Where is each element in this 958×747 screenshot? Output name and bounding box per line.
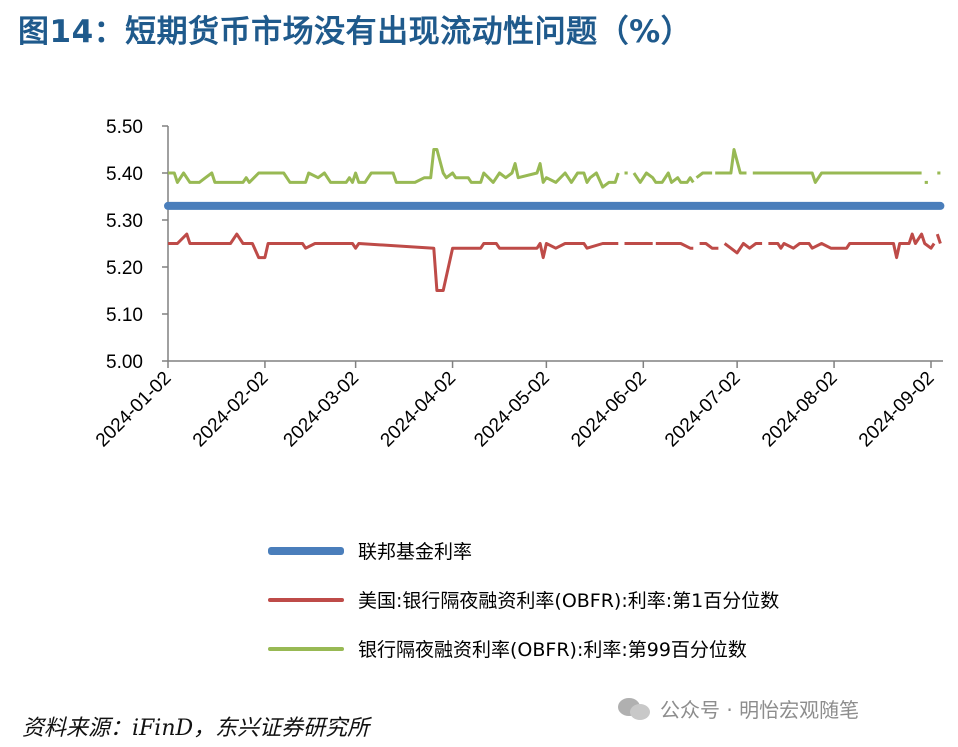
x-tick-label: 2024-09-02 xyxy=(855,368,939,452)
y-tick-label: 5.20 xyxy=(106,258,143,279)
legend-label-obfr-p99: 银行隔夜融资利率(OBFR):利率:第99百分位数 xyxy=(358,639,747,661)
series-line-obfr-p1 xyxy=(935,233,942,244)
x-tick-label: 2024-07-02 xyxy=(661,368,745,452)
series-line-obfr-p1 xyxy=(768,232,936,260)
x-tick-label: 2024-02-02 xyxy=(189,368,273,452)
legend-item-fed-funds: 联邦基金利率 xyxy=(268,526,779,575)
series-line-obfr-p1 xyxy=(655,242,694,250)
x-tick-label: 2024-01-02 xyxy=(92,368,176,452)
legend-swatch-fed-funds xyxy=(268,546,344,555)
watermark: 公众号 · 明怡宏观随笔 xyxy=(618,694,859,723)
x-tick-label: 2024-04-02 xyxy=(377,368,461,452)
legend-item-obfr-p1: 美国:银行隔夜融资利率(OBFR):利率:第1百分位数 xyxy=(268,575,779,624)
y-tick-label: 5.10 xyxy=(106,305,143,326)
source-note: 资料来源：iFinD，东兴证券研究所 xyxy=(22,716,370,741)
series-line-obfr-p99 xyxy=(632,171,695,184)
series-line-obfr-p1 xyxy=(168,232,619,292)
legend-label-fed-funds: 联邦基金利率 xyxy=(358,541,473,563)
legend-swatch-obfr-p99 xyxy=(268,646,344,651)
y-tick-label: 5.30 xyxy=(106,211,143,232)
series-line-obfr-p99 xyxy=(752,171,922,184)
x-tick-label: 2024-06-02 xyxy=(567,368,651,452)
series-line-obfr-p99 xyxy=(168,148,620,189)
series-line-obfr-p1 xyxy=(699,242,719,250)
y-tick-label: 5.40 xyxy=(106,164,143,185)
wechat-icon xyxy=(618,696,652,722)
chart-title: 图14：短期货币市场没有出现流动性问题（%） xyxy=(18,14,693,50)
series-line-obfr-p99 xyxy=(695,171,713,179)
legend-item-obfr-p99: 银行隔夜融资利率(OBFR):利率:第99百分位数 xyxy=(268,624,779,673)
x-tick-label: 2024-08-02 xyxy=(758,368,842,452)
watermark-text: 公众号 · 明怡宏观随笔 xyxy=(660,698,860,722)
chart-legend: 联邦基金利率 美国:银行隔夜融资利率(OBFR):利率:第1百分位数 银行隔夜融… xyxy=(268,526,779,673)
legend-label-obfr-p1: 美国:银行隔夜融资利率(OBFR):利率:第1百分位数 xyxy=(358,590,780,612)
legend-swatch-obfr-p1 xyxy=(268,597,344,602)
y-tick-label: 5.50 xyxy=(106,117,143,138)
y-tick-label: 5.00 xyxy=(106,352,143,373)
x-tick-label: 2024-05-02 xyxy=(470,368,554,452)
series-line-obfr-p99 xyxy=(715,148,747,175)
series-line-obfr-p1 xyxy=(723,242,763,255)
x-tick-label: 2024-03-02 xyxy=(280,368,364,452)
